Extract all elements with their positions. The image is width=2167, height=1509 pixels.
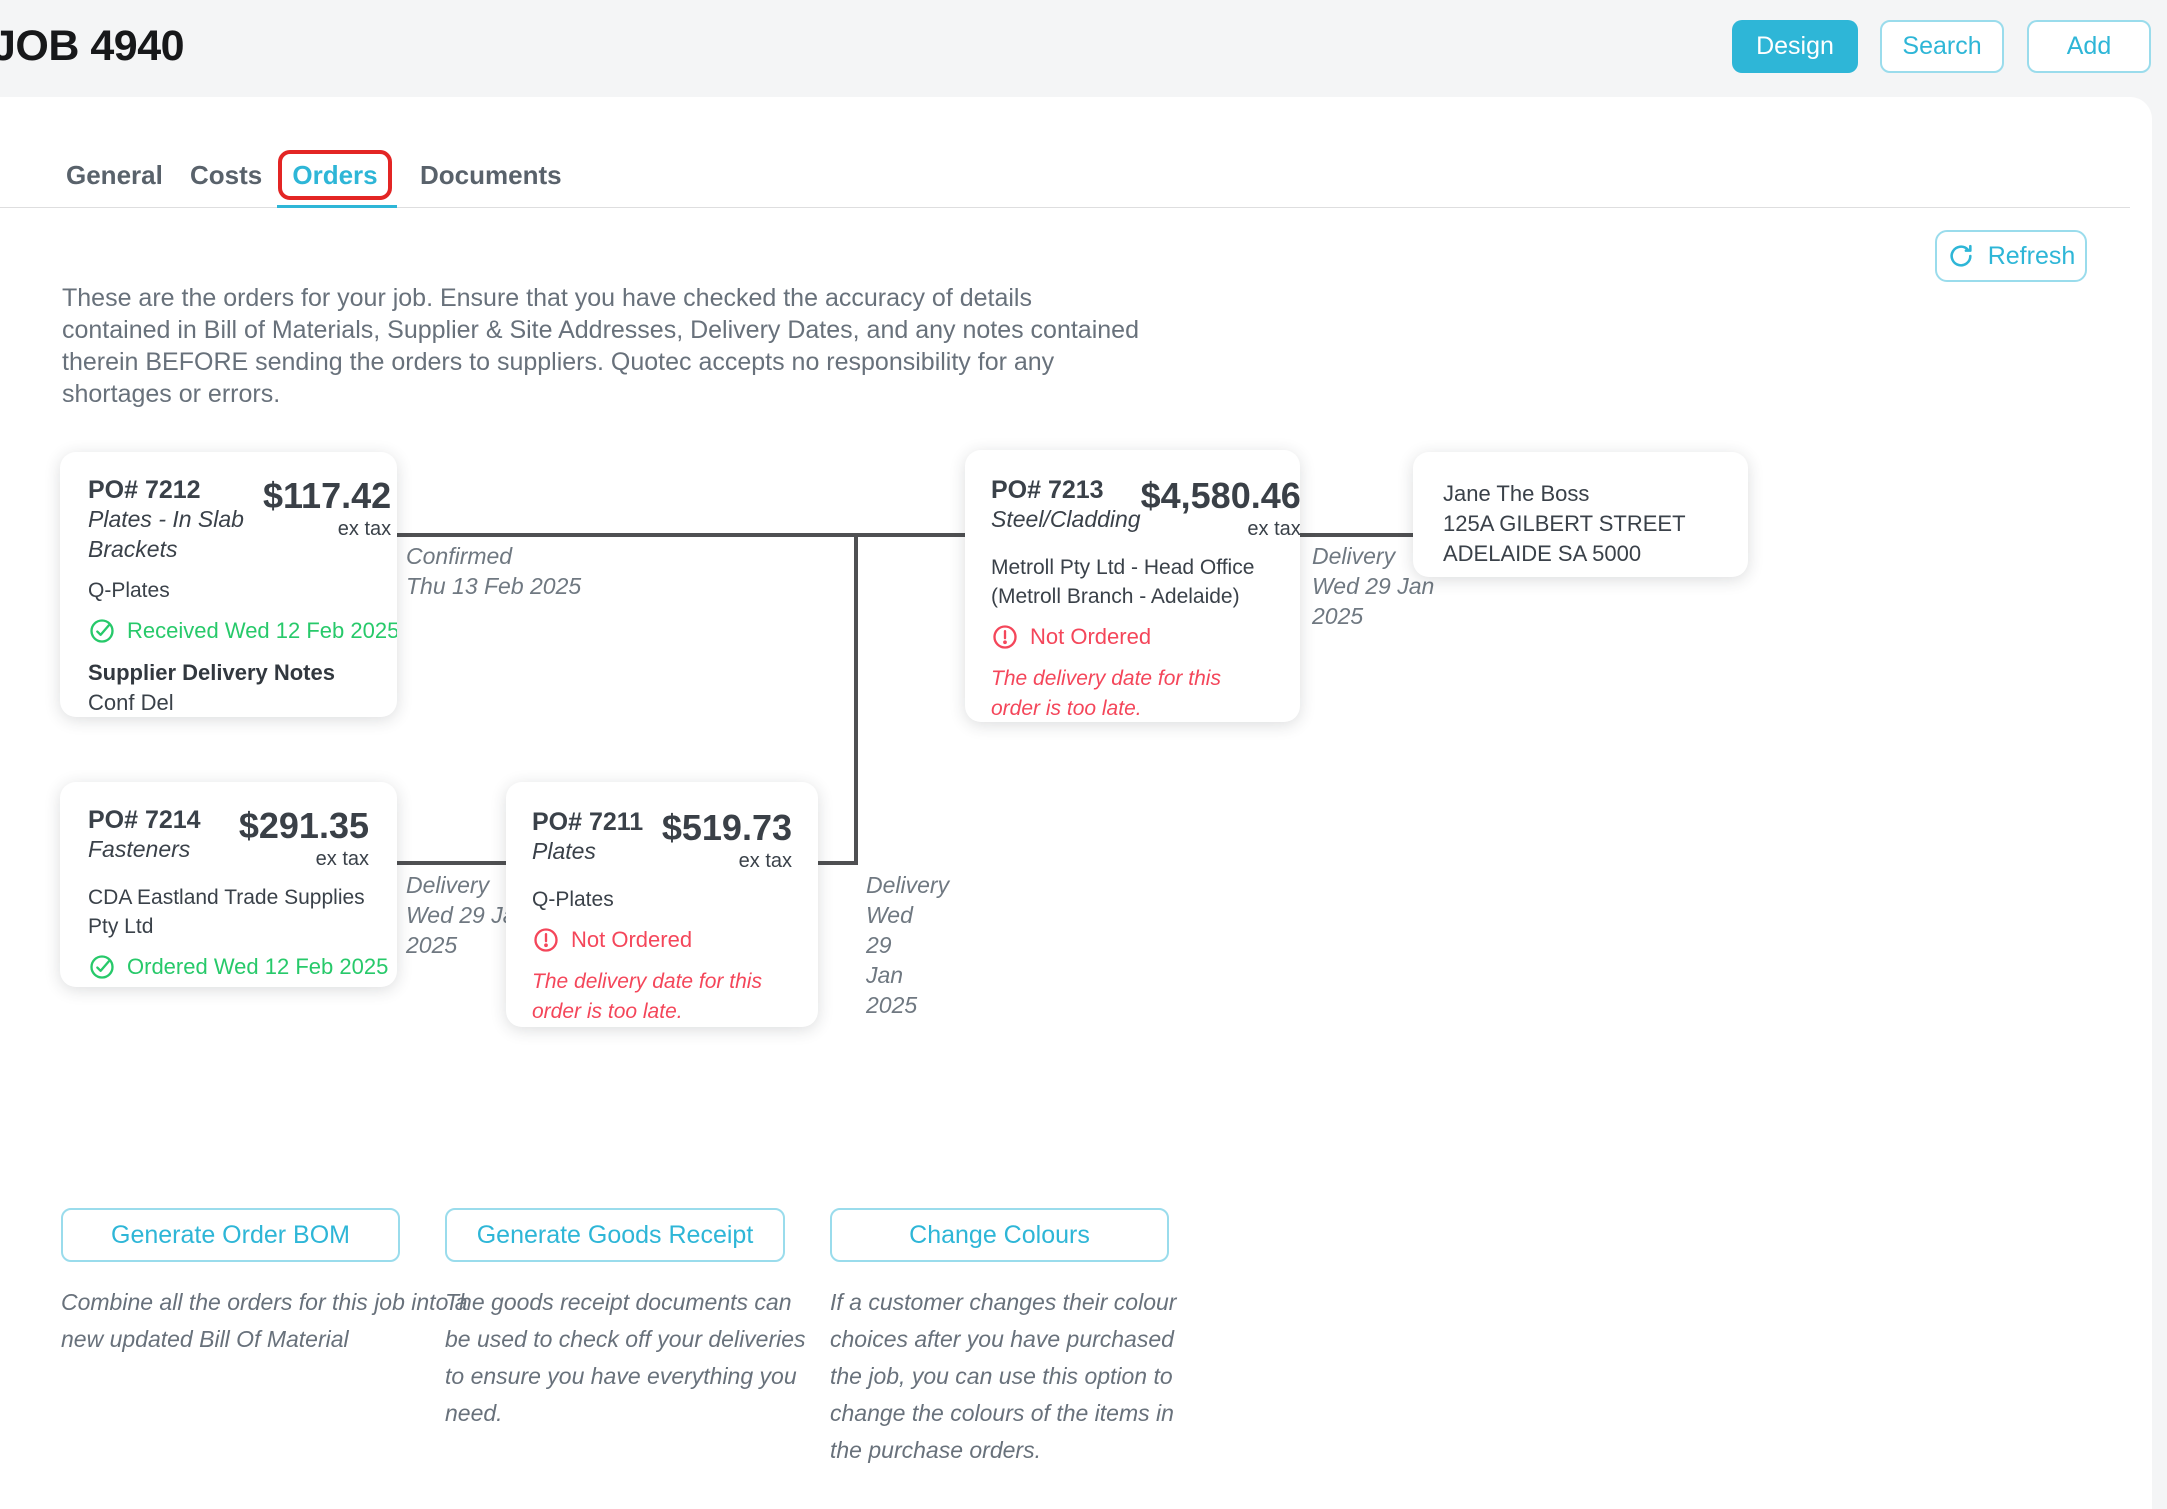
tab-general[interactable]: General <box>66 160 163 190</box>
refresh-label: Refresh <box>1987 241 2076 270</box>
po-price: $291.35 <box>238 805 369 846</box>
connector-line <box>397 533 965 537</box>
connector-line <box>818 861 858 865</box>
delivery-warning: The delivery date for this order is too … <box>991 667 1221 720</box>
tabs-divider <box>0 207 2130 208</box>
action-generate-goods-receipt: Generate Goods Receipt The goods receipt… <box>445 1208 806 1432</box>
order-status-text: Not Ordered <box>571 927 693 952</box>
check-circle-icon <box>90 955 114 979</box>
generate-order-bom-button[interactable]: Generate Order BOM <box>61 1208 400 1262</box>
refresh-button[interactable]: Refresh <box>1935 230 2087 282</box>
po-number: PO# 7214 <box>88 806 201 834</box>
delivery-address-card: Jane The Boss 125A GILBERT STREET ADELAI… <box>1413 452 1748 577</box>
connector-line <box>397 861 506 865</box>
order-status-text: Received Wed 12 Feb 2025 <box>127 618 397 643</box>
connector-line <box>854 533 858 865</box>
search-button[interactable]: Search <box>1880 20 2004 73</box>
delivery-warning: The delivery date for this order is too … <box>532 970 762 1023</box>
active-tab-underline <box>277 205 397 208</box>
alert-circle-icon <box>993 625 1017 649</box>
po-description: Steel/Cladding <box>991 506 1141 532</box>
po-tax-note: ex tax <box>738 850 792 872</box>
supplier-name: Q-Plates <box>532 888 614 911</box>
design-button[interactable]: Design <box>1732 20 1858 73</box>
po-number: PO# 7211 <box>532 808 644 836</box>
tab-costs[interactable]: Costs <box>190 160 263 190</box>
action-generate-order-bom: Generate Order BOM Combine all the order… <box>61 1208 468 1358</box>
order-status: Not Ordered <box>991 623 1274 651</box>
po-tax-note: ex tax <box>315 848 369 870</box>
connector-label-confirmed: Confirmed Thu 13 Feb 2025 <box>406 543 582 599</box>
tab-orders[interactable]: Orders <box>278 150 392 200</box>
address-street: 125A GILBERT STREET <box>1443 511 1686 536</box>
order-card-7212[interactable]: PO# 7212 Plates - In Slab Brackets $117.… <box>60 452 397 717</box>
order-status: Ordered Wed 12 Feb 2025 <box>88 953 388 981</box>
order-card-7213[interactable]: PO# 7213 Steel/Cladding $4,580.46 ex tax… <box>965 450 1300 722</box>
top-header: JOB 4940 Design Search Add <box>0 0 2167 97</box>
action-change-colours: Change Colours If a customer changes the… <box>830 1208 1176 1469</box>
po-tax-note: ex tax <box>1247 518 1300 540</box>
address-city: ADELAIDE SA 5000 <box>1443 541 1642 566</box>
supplier-notes: Conf Del <box>88 690 174 715</box>
order-card-7211[interactable]: PO# 7211 Plates $519.73 ex tax Q-Plates … <box>506 782 818 1027</box>
supplier-notes-title: Supplier Delivery Notes <box>88 660 335 685</box>
check-circle-icon <box>90 619 114 643</box>
connector-label-delivery-7213: Delivery Wed 29 Jan 2025 <box>1312 543 1435 629</box>
generate-order-bom-description: Combine all the orders for this job into… <box>61 1289 468 1352</box>
po-price: $117.42 <box>263 475 392 516</box>
po-number: PO# 7213 <box>991 476 1104 504</box>
order-status-text: Not Ordered <box>1030 624 1152 649</box>
po-description: Fasteners <box>88 836 191 862</box>
order-card-7214[interactable]: PO# 7214 Fasteners $291.35 ex tax CDA Ea… <box>60 782 397 987</box>
tab-orders-label: Orders <box>292 159 378 190</box>
supplier-name: CDA Eastland Trade Supplies Pty Ltd <box>88 886 365 938</box>
supplier-name: Metroll Pty Ltd - Head Office (Metroll B… <box>991 556 1255 608</box>
order-status: Received Wed 12 Feb 2025 <box>88 617 397 645</box>
po-description: Plates <box>532 838 596 864</box>
generate-goods-receipt-description: The goods receipt documents can be used … <box>445 1289 806 1426</box>
po-description: Plates - In Slab Brackets <box>88 506 244 562</box>
tab-documents[interactable]: Documents <box>420 160 562 190</box>
change-colours-button[interactable]: Change Colours <box>830 1208 1169 1262</box>
po-number: PO# 7212 <box>88 476 201 504</box>
intro-text: These are the orders for your job. Ensur… <box>62 284 1139 408</box>
address-name: Jane The Boss <box>1443 481 1590 506</box>
generate-goods-receipt-button[interactable]: Generate Goods Receipt <box>445 1208 785 1262</box>
order-status-text: Ordered Wed 12 Feb 2025 <box>127 954 389 979</box>
supplier-name: Q-Plates <box>88 579 170 602</box>
po-price: $519.73 <box>661 807 792 848</box>
po-price: $4,580.46 <box>1140 475 1300 516</box>
alert-circle-icon <box>534 928 558 952</box>
refresh-icon <box>1950 244 1972 267</box>
order-status: Not Ordered <box>532 926 792 954</box>
po-tax-note: ex tax <box>337 518 392 540</box>
connector-label-delivery-7211: Delivery Wed 29 Jan 2025 <box>866 872 950 1018</box>
page-title: JOB 4940 <box>0 22 185 70</box>
connector-line <box>1300 533 1413 537</box>
add-button[interactable]: Add <box>2027 20 2151 73</box>
change-colours-description: If a customer changes their colour choic… <box>830 1289 1177 1463</box>
